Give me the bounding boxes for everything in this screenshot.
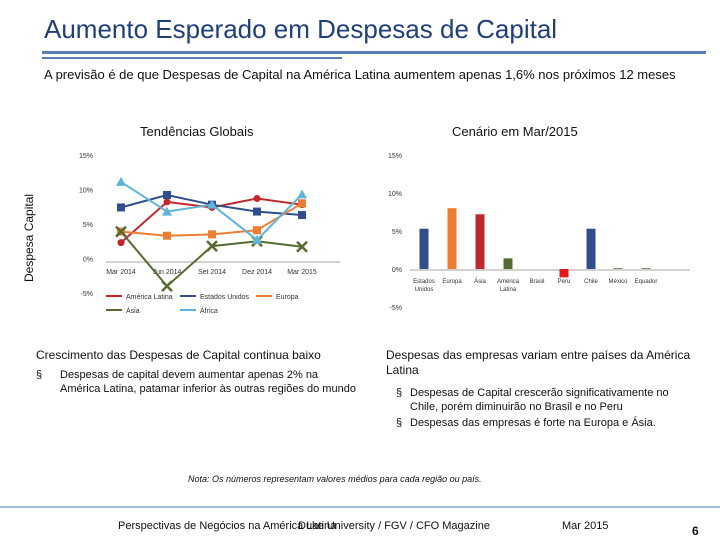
left-bullet-list: § Despesas de capital devem aumentar ape… — [36, 368, 356, 396]
footer-center: Duke University / FGV / CFO Magazine — [298, 520, 490, 532]
line-chart-ytick-label: 10% — [79, 188, 93, 195]
bar-chart-ytick-label: 5% — [392, 229, 402, 236]
footer-date: Mar 2015 — [562, 520, 609, 532]
bar-asia — [475, 214, 485, 269]
bullet-marker: § — [36, 369, 43, 381]
legend-label-america-latina: América Latina — [126, 294, 173, 301]
bar-chile — [586, 228, 596, 269]
bar-chart-xtick-label: Equador — [635, 279, 658, 285]
bar-chart-ytick-label: 15% — [388, 153, 402, 160]
title-rule — [42, 51, 706, 54]
bar-chart-title: Cenário em Mar/2015 — [452, 124, 578, 139]
data-point-europa — [298, 199, 306, 208]
data-point-estados-unidos — [253, 207, 261, 216]
title-rule-accent — [42, 57, 342, 59]
footer-rule — [0, 506, 720, 508]
data-point-africa — [162, 206, 172, 216]
data-point-america-latina — [163, 198, 171, 206]
data-point-america-latina — [253, 194, 261, 202]
bar-chart-ytick-label: 0% — [392, 267, 402, 274]
line-chart-xtick-label: Mar 2015 — [287, 269, 317, 276]
line-chart-ytick-label: 0% — [83, 257, 93, 264]
bar-chart-xtick-label: América Latina — [497, 279, 520, 293]
bar-peru — [559, 269, 569, 278]
line-chart-ytick-label: 15% — [79, 153, 93, 160]
bar-estados-unidos — [419, 228, 429, 269]
data-point-africa — [252, 234, 262, 244]
footnote: Nota: Os números representam valores méd… — [188, 474, 482, 484]
bar-europa — [447, 208, 457, 269]
bar-chart-ytick-label: 10% — [388, 191, 402, 198]
bullet-marker: § — [396, 387, 403, 399]
line-chart-ytick-label: -5% — [81, 291, 93, 298]
legend-label-estados-unidos: Estados Unidos — [200, 294, 250, 301]
right-bullet-text: Despesas das empresas é forte na Europa … — [410, 417, 656, 429]
right-bullet-item: § Despesas de Capital crescerão signific… — [396, 386, 696, 414]
bar-chart-xtick-label: Chile — [584, 279, 598, 285]
legend-label-asia: Ásia — [126, 306, 140, 315]
bar-chart-xtick-label: Peru — [558, 279, 571, 285]
data-point-africa — [116, 176, 126, 186]
data-point-africa — [297, 189, 307, 199]
right-bullet-list: § Despesas de Capital crescerão signific… — [396, 386, 696, 430]
bar-chart-xtick-label: Ásia — [474, 278, 486, 285]
line-chart: 15% 10% 5% 0% -5% Mar 2014 Jun 2014 Set 2014 Dez… — [79, 153, 340, 315]
data-point-europa — [208, 230, 216, 239]
bar-chart-xtick-label: Brasil — [529, 279, 544, 285]
data-point-america-latina — [117, 239, 125, 247]
data-point-asia — [206, 240, 218, 252]
line-chart-ytick-label: 5% — [83, 222, 93, 229]
line-chart-xtick-label: Mar 2014 — [106, 269, 136, 276]
bar-equador — [641, 268, 651, 269]
data-point-europa — [253, 226, 261, 235]
legend-label-europa: Europa — [276, 294, 299, 301]
bar-chart-xtick-label: México — [608, 279, 628, 285]
line-chart-xtick-label: Dez 2014 — [242, 269, 272, 276]
bar-chart-ytick-label: -5% — [390, 305, 402, 312]
right-section-heading: Despesas das empresas variam entre paíse… — [386, 348, 691, 377]
page-title: Aumento Esperado em Despesas de Capital — [44, 14, 558, 44]
left-bullet-text: Despesas de capital devem aumentar apena… — [60, 369, 356, 395]
line-chart-title: Tendências Globais — [140, 124, 254, 139]
left-bullet-item: § Despesas de capital devem aumentar ape… — [36, 368, 356, 396]
data-point-africa — [207, 199, 217, 209]
data-point-estados-unidos — [117, 203, 125, 212]
left-section-heading: Crescimento das Despesas de Capital cont… — [36, 348, 321, 362]
line-chart-xtick-label: Set 2014 — [198, 269, 226, 276]
bar-chart-xtick-label: Estados Unidos — [413, 279, 435, 293]
data-point-asia — [161, 280, 173, 292]
footer-left: Perspectivas de Negócios na América Lati… — [118, 520, 337, 532]
data-point-estados-unidos — [163, 191, 171, 200]
data-point-asia — [296, 240, 308, 253]
data-point-asia — [115, 225, 127, 238]
bar-chart: 15% 10% 5% 0% -5% Estados Unidos Europa Ásia Amé… — [388, 153, 690, 312]
subtitle: A previsão é de que Despesas de Capital … — [44, 67, 676, 82]
data-point-estados-unidos — [298, 211, 306, 220]
data-point-europa — [163, 231, 171, 240]
bar-chart-xtick-label: Europa — [442, 279, 462, 285]
page-number: 6 — [692, 524, 699, 538]
right-bullet-item: § Despesas das empresas é forte na Europ… — [396, 416, 696, 430]
bullet-marker: § — [396, 417, 403, 429]
bar-america-latina — [503, 258, 513, 269]
bar-mexico — [613, 268, 623, 269]
right-bullet-text: Despesas de Capital crescerão significat… — [410, 387, 669, 413]
line-chart-xtick-label: Jun 2014 — [153, 269, 182, 276]
legend-label-africa: África — [200, 306, 218, 315]
